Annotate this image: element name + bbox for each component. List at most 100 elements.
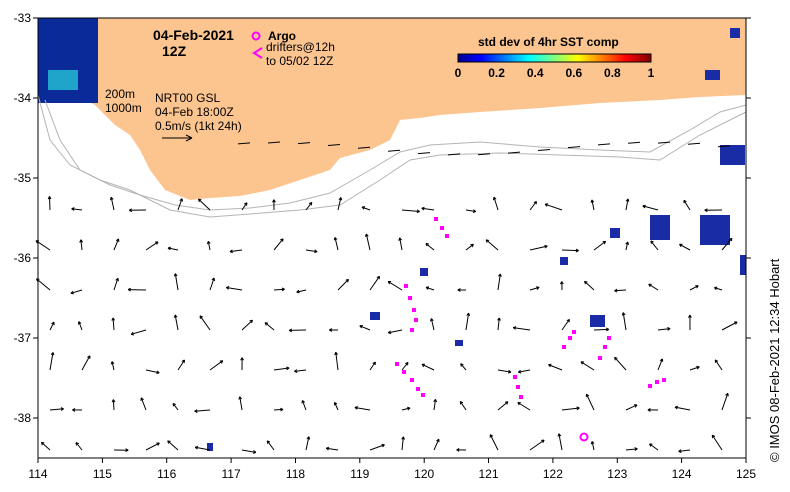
current-vector-head: [198, 198, 200, 203]
colorbar-tick-06: 0.6: [565, 66, 582, 80]
current-vector-head: [173, 314, 176, 318]
current-vector: [174, 273, 179, 291]
credit-label: © IMOS 08-Feb-2021 12:34 Hobart: [767, 258, 782, 462]
current-vector: [485, 239, 499, 251]
current-vector: [369, 444, 385, 451]
current-vector-head: [667, 327, 671, 330]
current-vector: [301, 400, 307, 411]
current-vector: [714, 359, 723, 371]
current-vector-head: [294, 370, 298, 373]
current-vector-head: [557, 433, 560, 437]
current-vector: [622, 312, 627, 331]
current-vector-head: [674, 406, 678, 410]
current-vector: [717, 145, 731, 148]
x-tick-115: 115: [93, 467, 112, 481]
current-vector: [75, 442, 83, 451]
current-vector-head: [433, 398, 436, 403]
current-vector: [465, 243, 474, 251]
current-vector-head: [156, 370, 160, 374]
current-vector: [399, 237, 403, 251]
current-vector: [337, 197, 342, 211]
current-vector-head: [115, 238, 119, 242]
current-vector-head: [406, 406, 411, 409]
current-vector: [172, 403, 179, 411]
sst-patch-leeuwin: [38, 18, 98, 103]
current-vector-head: [470, 243, 474, 246]
current-vector-head: [130, 333, 135, 336]
current-vector: [529, 245, 548, 251]
current-vector: [689, 366, 700, 371]
current-vector: [529, 286, 540, 291]
current-vector-head: [280, 407, 284, 410]
current-vector-head: [704, 209, 708, 213]
current-vector: [361, 206, 371, 211]
current-vector-head: [387, 281, 391, 285]
colorbar-title: std dev of 4hr SST comp: [478, 35, 619, 49]
current-vector: [337, 279, 349, 291]
colorbar-tick-02: 0.2: [488, 66, 505, 80]
current-vector: [425, 286, 435, 291]
current-vectors: [35, 141, 738, 454]
current-vector: [421, 363, 435, 371]
sst-pixels: [207, 28, 746, 451]
x-tick-121: 121: [478, 467, 498, 481]
depth-label-1000m: 1000m: [105, 101, 142, 115]
current-vector-head: [548, 364, 551, 368]
current-vector: [241, 319, 253, 331]
current-vector: [297, 142, 311, 145]
current-vector-head: [361, 206, 365, 210]
current-vector-head: [533, 200, 537, 204]
current-vector: [430, 318, 435, 331]
drifters-label: drifters@12h: [266, 40, 335, 54]
x-tick-labels: 114 115 116 117 118 119 120 121 122 123 …: [28, 467, 756, 481]
current-vector: [561, 249, 579, 252]
y-axis-ticks: [33, 17, 751, 419]
current-vector-head: [544, 244, 548, 247]
current-vector: [497, 369, 512, 373]
current-vector-head: [365, 233, 367, 238]
current-vector: [591, 441, 595, 451]
current-vector: [518, 369, 531, 373]
current-vector: [357, 146, 371, 149]
current-vector-head: [372, 361, 376, 364]
current-vector-head: [659, 358, 663, 362]
current-vector: [548, 364, 563, 371]
argo-float-marker: [579, 432, 589, 442]
current-vector-head: [325, 447, 329, 451]
current-vector-head: [473, 209, 477, 212]
current-vector: [537, 149, 551, 151]
current-vector-head: [416, 209, 420, 212]
current-vector: [625, 198, 629, 211]
current-vector-head: [580, 361, 583, 365]
current-vector-head: [625, 241, 629, 245]
current-vector-head: [288, 329, 293, 333]
current-vector: [229, 249, 243, 253]
current-vector: [657, 328, 671, 331]
current-vector-head: [181, 359, 185, 362]
current-vector-head: [87, 355, 91, 358]
current-vector-head: [696, 365, 700, 368]
current-vector: [167, 440, 179, 451]
current-vector: [334, 402, 339, 411]
current-vector-head: [634, 447, 638, 450]
current-vector: [113, 278, 119, 291]
current-vector: [593, 240, 606, 251]
current-vector-head: [286, 366, 290, 369]
current-vector: [489, 434, 499, 451]
sst-patch-highlight: [48, 70, 78, 90]
current-vector: [497, 273, 501, 291]
current-vector: [369, 361, 376, 371]
current-vector: [78, 321, 83, 331]
depth-label-200m: 200m: [105, 87, 135, 101]
current-vector: [369, 276, 380, 291]
current-vector: [327, 144, 341, 146]
current-vector: [209, 277, 215, 291]
current-vector-head: [642, 205, 646, 209]
current-vector-head: [566, 318, 570, 322]
current-vector: [586, 393, 595, 411]
current-vector: [561, 319, 570, 331]
current-vector: [593, 328, 609, 331]
current-vector: [401, 362, 409, 371]
current-vector: [326, 447, 339, 451]
current-vector-head: [678, 450, 682, 453]
